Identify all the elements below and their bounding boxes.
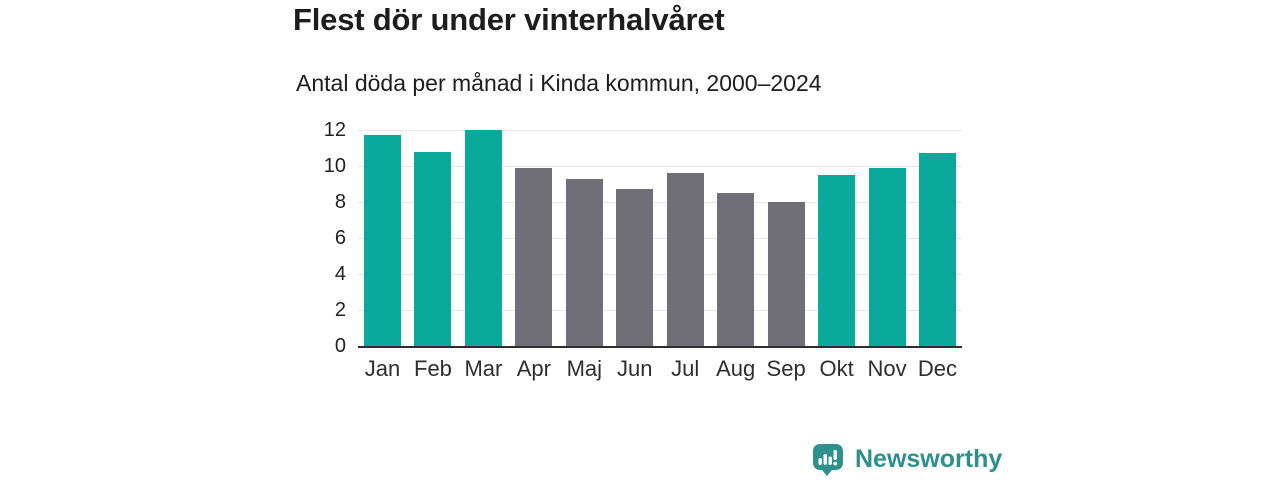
y-tick-4: 4 (334, 263, 346, 285)
gridline-10 (358, 166, 962, 167)
chart-subtitle: Antal döda per månad i Kinda kommun, 200… (296, 70, 822, 96)
x-tick-jun: Jun (617, 356, 653, 381)
x-tick-aug: Aug (716, 356, 756, 381)
y-axis-labels: 12 10 8 6 4 2 0 (288, 119, 346, 357)
y-tick-12: 12 (323, 119, 346, 141)
newsworthy-logo: Newsworthy (810, 441, 1002, 477)
bar-nov (868, 167, 906, 346)
bar-sep (767, 202, 805, 346)
y-tick-6: 6 (334, 227, 346, 249)
bar-dec (918, 153, 956, 346)
y-tick-2: 2 (334, 299, 346, 321)
bar-maj (565, 178, 603, 346)
x-tick-apr: Apr (516, 356, 551, 381)
bar-aug (717, 193, 755, 346)
x-axis-labels: Jan Feb Mar Apr Maj Jun Jul Aug Sep Okt Nov Dec (358, 356, 962, 382)
x-tick-jan: Jan (364, 356, 401, 381)
bar-mar (464, 130, 502, 346)
gridline-8 (358, 202, 962, 203)
y-tick-8: 8 (334, 191, 346, 213)
x-tick-feb: Feb (414, 356, 452, 381)
gridline-12 (358, 130, 962, 131)
x-tick-jul: Jul (671, 356, 700, 381)
x-tick-sep: Sep (766, 356, 806, 381)
bar-okt (818, 175, 856, 346)
gridline-4 (358, 274, 962, 275)
gridline-2 (358, 310, 962, 311)
plot-area (358, 130, 962, 348)
x-tick-mar: Mar (464, 356, 503, 381)
bar-jan (364, 135, 401, 346)
newsworthy-logo-text: Newsworthy (855, 444, 1003, 473)
chart-title: Flest dör under vinterhalvåret (293, 2, 725, 37)
bar-jul (666, 173, 704, 346)
bar-feb (414, 151, 452, 346)
x-tick-nov: Nov (867, 356, 907, 381)
bar-jun (616, 189, 654, 346)
y-tick-10: 10 (323, 155, 346, 177)
y-tick-0: 0 (334, 335, 346, 357)
gridline-6 (358, 238, 962, 239)
bar-chart-speech-bubble-icon (813, 444, 843, 476)
x-tick-maj: Maj (566, 356, 603, 381)
bar-apr (515, 167, 553, 346)
bar-series (358, 130, 962, 346)
x-tick-dec: Dec (917, 356, 958, 381)
x-tick-okt: Okt (819, 356, 854, 381)
